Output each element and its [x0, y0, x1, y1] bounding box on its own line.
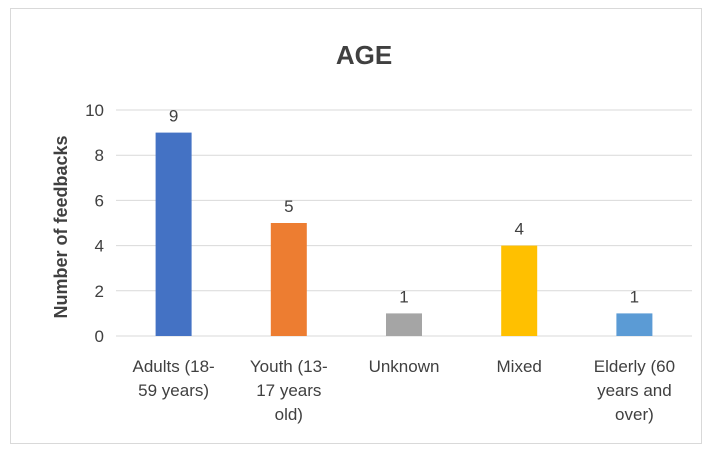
x-category-label: Youth (13-17 years old): [250, 357, 328, 424]
data-label: 4: [514, 220, 523, 239]
x-category-label: Mixed: [497, 357, 542, 376]
data-label: 1: [399, 287, 408, 306]
gridlines: [116, 109, 692, 337]
y-tick-label: 8: [95, 146, 104, 165]
data-labels: 9 5 1 4 1: [169, 107, 639, 307]
bar: [501, 245, 538, 336]
bars: [155, 132, 653, 336]
chart-area: [10, 8, 702, 444]
x-category-label: Adults (18-59 years): [132, 357, 214, 400]
bar: [270, 223, 307, 336]
x-category-label: Elderly (60 years and over): [594, 357, 675, 424]
chart-title: AGE: [336, 40, 392, 70]
bar: [155, 132, 192, 336]
y-tick-label: 4: [95, 237, 104, 256]
y-axis-label: Number of feedbacks: [51, 135, 71, 318]
y-tick-label: 10: [85, 101, 104, 120]
data-label: 9: [169, 107, 178, 126]
data-label: 5: [284, 197, 293, 216]
y-tick-label: 0: [95, 327, 104, 346]
x-axis-categories: Adults (18-59 years) Youth (13-17 years ol…: [132, 357, 675, 424]
bar: [386, 313, 422, 336]
y-axis-ticks: 0 2 4 6 8 10: [85, 101, 104, 346]
y-tick-label: 6: [95, 191, 104, 210]
y-tick-label: 2: [95, 282, 104, 301]
bar: [616, 313, 653, 336]
x-category-label: Unknown: [369, 357, 440, 376]
data-label: 1: [630, 287, 639, 306]
